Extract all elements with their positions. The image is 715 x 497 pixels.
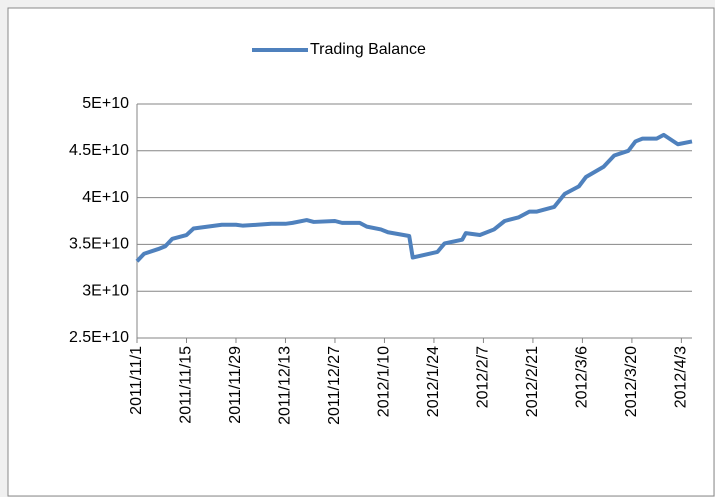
- chart-frame: [7, 7, 715, 497]
- x-tick-label: 2012/1/10: [376, 346, 393, 417]
- x-tick-label: 2012/2/7: [475, 346, 492, 408]
- y-tick-label: 4E+10: [82, 189, 129, 206]
- x-tick-label: 2012/1/24: [425, 346, 442, 417]
- x-tick-label: 2011/11/1: [128, 346, 145, 415]
- x-tick-label: 2012/2/21: [524, 346, 541, 417]
- x-tick-label: 2012/3/20: [623, 346, 640, 417]
- y-tick-label: 5E+10: [82, 95, 129, 112]
- y-tick-label: 4.5E+10: [69, 142, 129, 159]
- y-tick-label: 3E+10: [82, 282, 129, 299]
- y-tick-label: 2.5E+10: [69, 329, 129, 346]
- legend-label: Trading Balance: [310, 41, 426, 58]
- x-tick-label: 2012/3/6: [574, 346, 591, 408]
- x-tick-label: 2012/4/3: [673, 346, 690, 408]
- x-tick-label: 2011/12/13: [277, 346, 294, 425]
- series-line: [135, 132, 693, 263]
- x-tick-label: 2011/11/29: [227, 346, 244, 424]
- x-tick-label: 2011/12/27: [326, 346, 343, 425]
- y-tick-label: 3.5E+10: [69, 236, 129, 253]
- x-tick-label: 2011/11/15: [178, 346, 195, 424]
